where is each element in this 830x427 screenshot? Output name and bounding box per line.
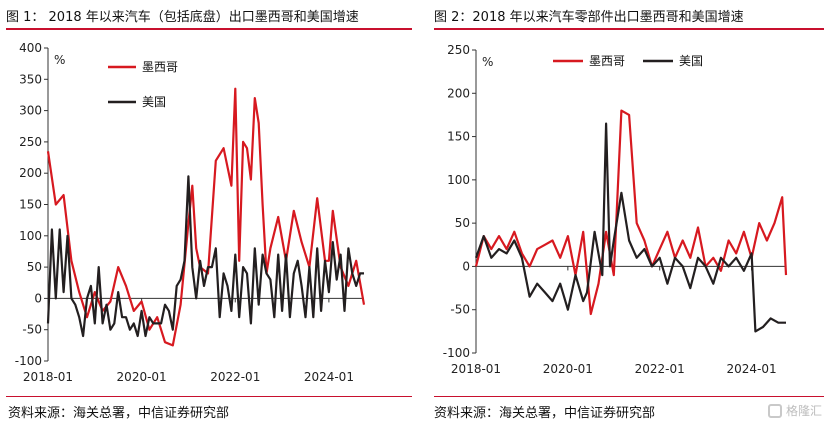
chart-2-bottom-rule: [434, 396, 824, 397]
chart-2-y-tick-label: 50: [455, 216, 470, 230]
chart-2-series-mexico-line: [474, 109, 788, 316]
chart-1-y-tick-label: 300: [19, 104, 42, 118]
chart-2-y-tick-label: 100: [447, 173, 470, 187]
chart-1-y-tick-label: 50: [27, 260, 42, 274]
chart-1-y-tick-label: 250: [19, 135, 42, 149]
chart-2-y-tick-label: 250: [447, 43, 470, 57]
chart-2-y-tick-label: 150: [447, 130, 470, 144]
chart-1-y-tick-label: -50: [22, 323, 42, 337]
chart-1-y-unit-label: %: [54, 53, 65, 67]
chart-2-y-unit-label: %: [482, 55, 493, 69]
chart-1-legend-label-mexico: 墨西哥: [142, 60, 178, 74]
chart-2-source: 资料来源：海关总署，中信证券研究部: [434, 406, 656, 421]
chart-2-x-tick-label: 2018-01: [451, 362, 501, 376]
chart-2-title: 图 2：2018 年以来汽车零部件出口墨西哥和美国增速: [434, 10, 744, 25]
chart-2-x-tick-label: 2024-01: [726, 362, 776, 376]
chart-1-y-tick-label: -100: [15, 354, 42, 368]
chart-1-y-tick-label: 200: [19, 166, 42, 180]
chart-1-x-tick-label: 2018-01: [23, 370, 73, 384]
chart-2-series-usa-line: [474, 122, 786, 333]
watermark: 格隆汇: [767, 402, 822, 419]
chart-2-x-tick-label: 2022-01: [635, 362, 685, 376]
chart-1-y-tick-label: 150: [19, 198, 42, 212]
chart-1-legend-label-usa: 美国: [142, 95, 166, 109]
chart-1-y-tick-label: 0: [34, 291, 42, 305]
chart-1-x-tick-label: 2020-01: [117, 370, 167, 384]
chart-1-series-usa-line: [46, 175, 364, 338]
chart-1-source: 资料来源：海关总署，中信证券研究部: [8, 406, 230, 421]
chart-2-legend-label-usa: 美国: [679, 54, 703, 68]
chart-1-y-tick-label: 350: [19, 72, 42, 86]
chart-1-y-tick-label: 400: [19, 41, 42, 55]
watermark-text: 格隆汇: [785, 404, 822, 418]
watermark-logo-icon: [767, 403, 782, 418]
chart-2-y-tick-label: 0: [462, 259, 470, 273]
chart-1-y-tick-label: 100: [19, 229, 42, 243]
chart-2-y-tick-label: -50: [450, 303, 470, 317]
chart-1-title-rule: [6, 28, 412, 30]
chart-1-x-tick-label: 2024-01: [304, 370, 354, 384]
chart-2-legend-label-mexico: 墨西哥: [589, 54, 625, 68]
chart-2-y-tick-label: 200: [447, 86, 470, 100]
chart-2-y-tick-label: -100: [443, 346, 470, 360]
chart-1-bottom-rule: [6, 396, 412, 397]
chart-2-x-tick-label: 2020-01: [543, 362, 593, 376]
chart-1-x-tick-label: 2022-01: [210, 370, 260, 384]
chart-2-title-rule: [434, 28, 824, 30]
chart-1-title: 图 1： 2018 年以来汽车（包括底盘）出口墨西哥和美国增速: [6, 10, 359, 25]
